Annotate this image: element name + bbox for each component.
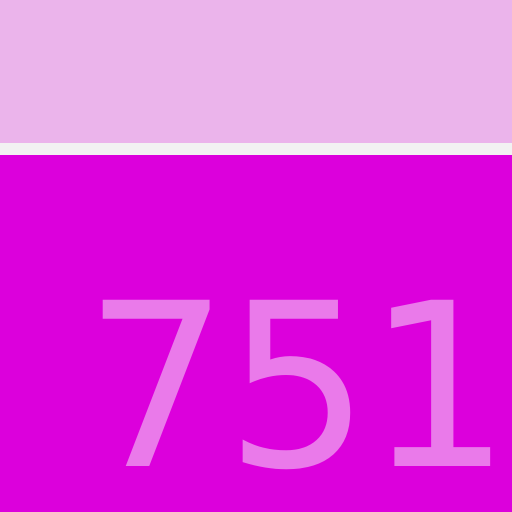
divider bbox=[0, 143, 512, 155]
main-panel: 751 bbox=[0, 155, 512, 512]
counter-value: 751 bbox=[84, 254, 511, 512]
top-bar bbox=[0, 0, 512, 143]
